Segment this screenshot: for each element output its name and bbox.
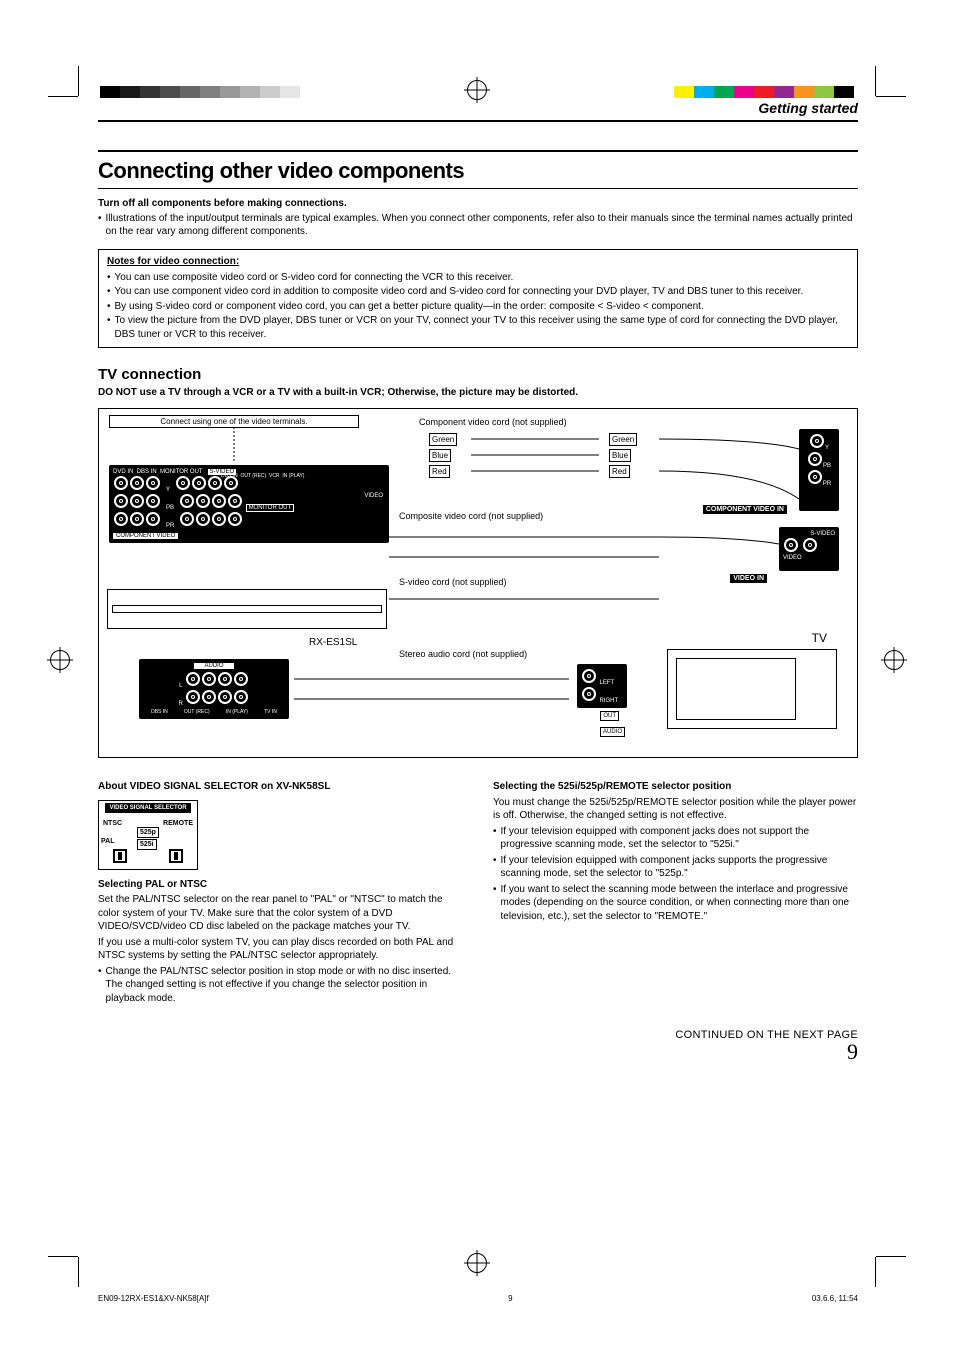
- left-column: About VIDEO SIGNAL SELECTOR on XV-NK58SL…: [98, 772, 463, 1005]
- heading-tv-connection: TV connection: [98, 366, 858, 383]
- intro-bullet-text: Illustrations of the input/output termin…: [106, 212, 858, 239]
- notes-item: •To view the picture from the DVD player…: [107, 314, 849, 341]
- footer-page: 9: [508, 1294, 512, 1303]
- intro-warning: Turn off all components before making co…: [98, 197, 858, 211]
- tv-warning: DO NOT use a TV through a VCR or a TV wi…: [98, 387, 858, 398]
- component-cord-label: Component video cord (not supplied): [419, 417, 567, 427]
- audio-out-box: OUT: [600, 711, 619, 721]
- right-col-bullet: •If you want to select the scanning mode…: [493, 883, 858, 924]
- notes-box: Notes for video connection: •You can use…: [98, 249, 858, 349]
- receiver-audio-panel: AUDIO L R DBS IN OUT (REC) IN (PLAY) TV …: [139, 659, 289, 719]
- notes-item: •You can use composite video cord or S-v…: [107, 271, 849, 285]
- tv-video-in-label: VIDEO IN: [730, 574, 767, 583]
- plug-red-r: Red: [609, 465, 630, 478]
- lower-columns: About VIDEO SIGNAL SELECTOR on XV-NK58SL…: [98, 772, 858, 1005]
- receiver-video-panel: DVD IN DBS IN MONITOR OUT S-VIDEO Y PB M…: [109, 465, 389, 543]
- audio-box: AUDIO: [600, 727, 625, 737]
- footer-file: EN09-12RX-ES1&XV-NK58[A]f: [98, 1294, 209, 1303]
- plug-blue-l: Blue: [429, 449, 451, 462]
- notes-item: •By using S-video cord or component vide…: [107, 300, 849, 314]
- selecting-pal-bullet-text: Change the PAL/NTSC selector position in…: [106, 965, 463, 1006]
- svideo-cord-label: S-video cord (not supplied): [399, 577, 507, 587]
- plug-blue-r: Blue: [609, 449, 631, 462]
- receiver-chassis: [107, 589, 387, 629]
- composite-cord-label: Composite video cord (not supplied): [399, 511, 543, 521]
- tv-audio-jacks: LEFT RIGHT: [577, 664, 627, 708]
- model-label: RX-ES1SL: [309, 637, 357, 648]
- plug-green-l: Green: [429, 433, 457, 446]
- footer-date: 03.6.6, 11:54: [812, 1294, 858, 1303]
- stereo-cord-label: Stereo audio cord (not supplied): [399, 649, 527, 659]
- tv-video-jacks: S-VIDEO VIDEO: [779, 527, 839, 571]
- selecting-525-body: You must change the 525i/525p/REMOTE sel…: [493, 796, 858, 823]
- page-content: Getting started Connecting other video c…: [98, 80, 858, 1065]
- video-signal-selector-diagram: VIDEO SIGNAL SELECTOR NTSC REMOTE PAL 52…: [98, 800, 198, 870]
- plug-red-l: Red: [429, 465, 450, 478]
- plug-green-r: Green: [609, 433, 637, 446]
- selecting-pal-bullet: •Change the PAL/NTSC selector position i…: [98, 965, 463, 1006]
- notes-title: Notes for video connection:: [107, 256, 849, 267]
- selecting-pal-body2: If you use a multi-color system TV, you …: [98, 936, 463, 963]
- selecting-pal-head: Selecting PAL or NTSC: [98, 878, 463, 892]
- right-col-bullet: •If your television equipped with compon…: [493, 825, 858, 852]
- tv-component-in-label: COMPONENT VIDEO IN: [703, 505, 787, 514]
- heading-main: Connecting other video components: [98, 150, 858, 189]
- right-col-bullet: •If your television equipped with compon…: [493, 854, 858, 881]
- selecting-pal-body1tdata-interactable=: Set the PAL/NTSC selector on the rear pa…: [98, 893, 463, 934]
- about-selector-head: About VIDEO SIGNAL SELECTOR on XV-NK58SL: [98, 780, 463, 794]
- selecting-525-head: Selecting the 525i/525p/REMOTE selector …: [493, 780, 858, 794]
- tv-label: TV: [812, 631, 827, 645]
- connection-diagram: Connect using one of the video terminals…: [98, 408, 858, 758]
- section-header: Getting started: [98, 100, 858, 122]
- right-column: Selecting the 525i/525p/REMOTE selector …: [493, 772, 858, 1005]
- intro-bullet: •Illustrations of the input/output termi…: [98, 212, 858, 239]
- tv-component-jacks: Y PB PR: [799, 429, 839, 511]
- page-number: 9: [98, 1039, 858, 1065]
- notes-item: •You can use component video cord in add…: [107, 285, 849, 299]
- print-footer: EN09-12RX-ES1&XV-NK58[A]f 9 03.6.6, 11:5…: [98, 1294, 858, 1303]
- connect-hint-box: Connect using one of the video terminals…: [109, 415, 359, 428]
- component-video-label: COMPONENT VIDEO: [113, 533, 178, 539]
- tv-drawing: [667, 649, 837, 729]
